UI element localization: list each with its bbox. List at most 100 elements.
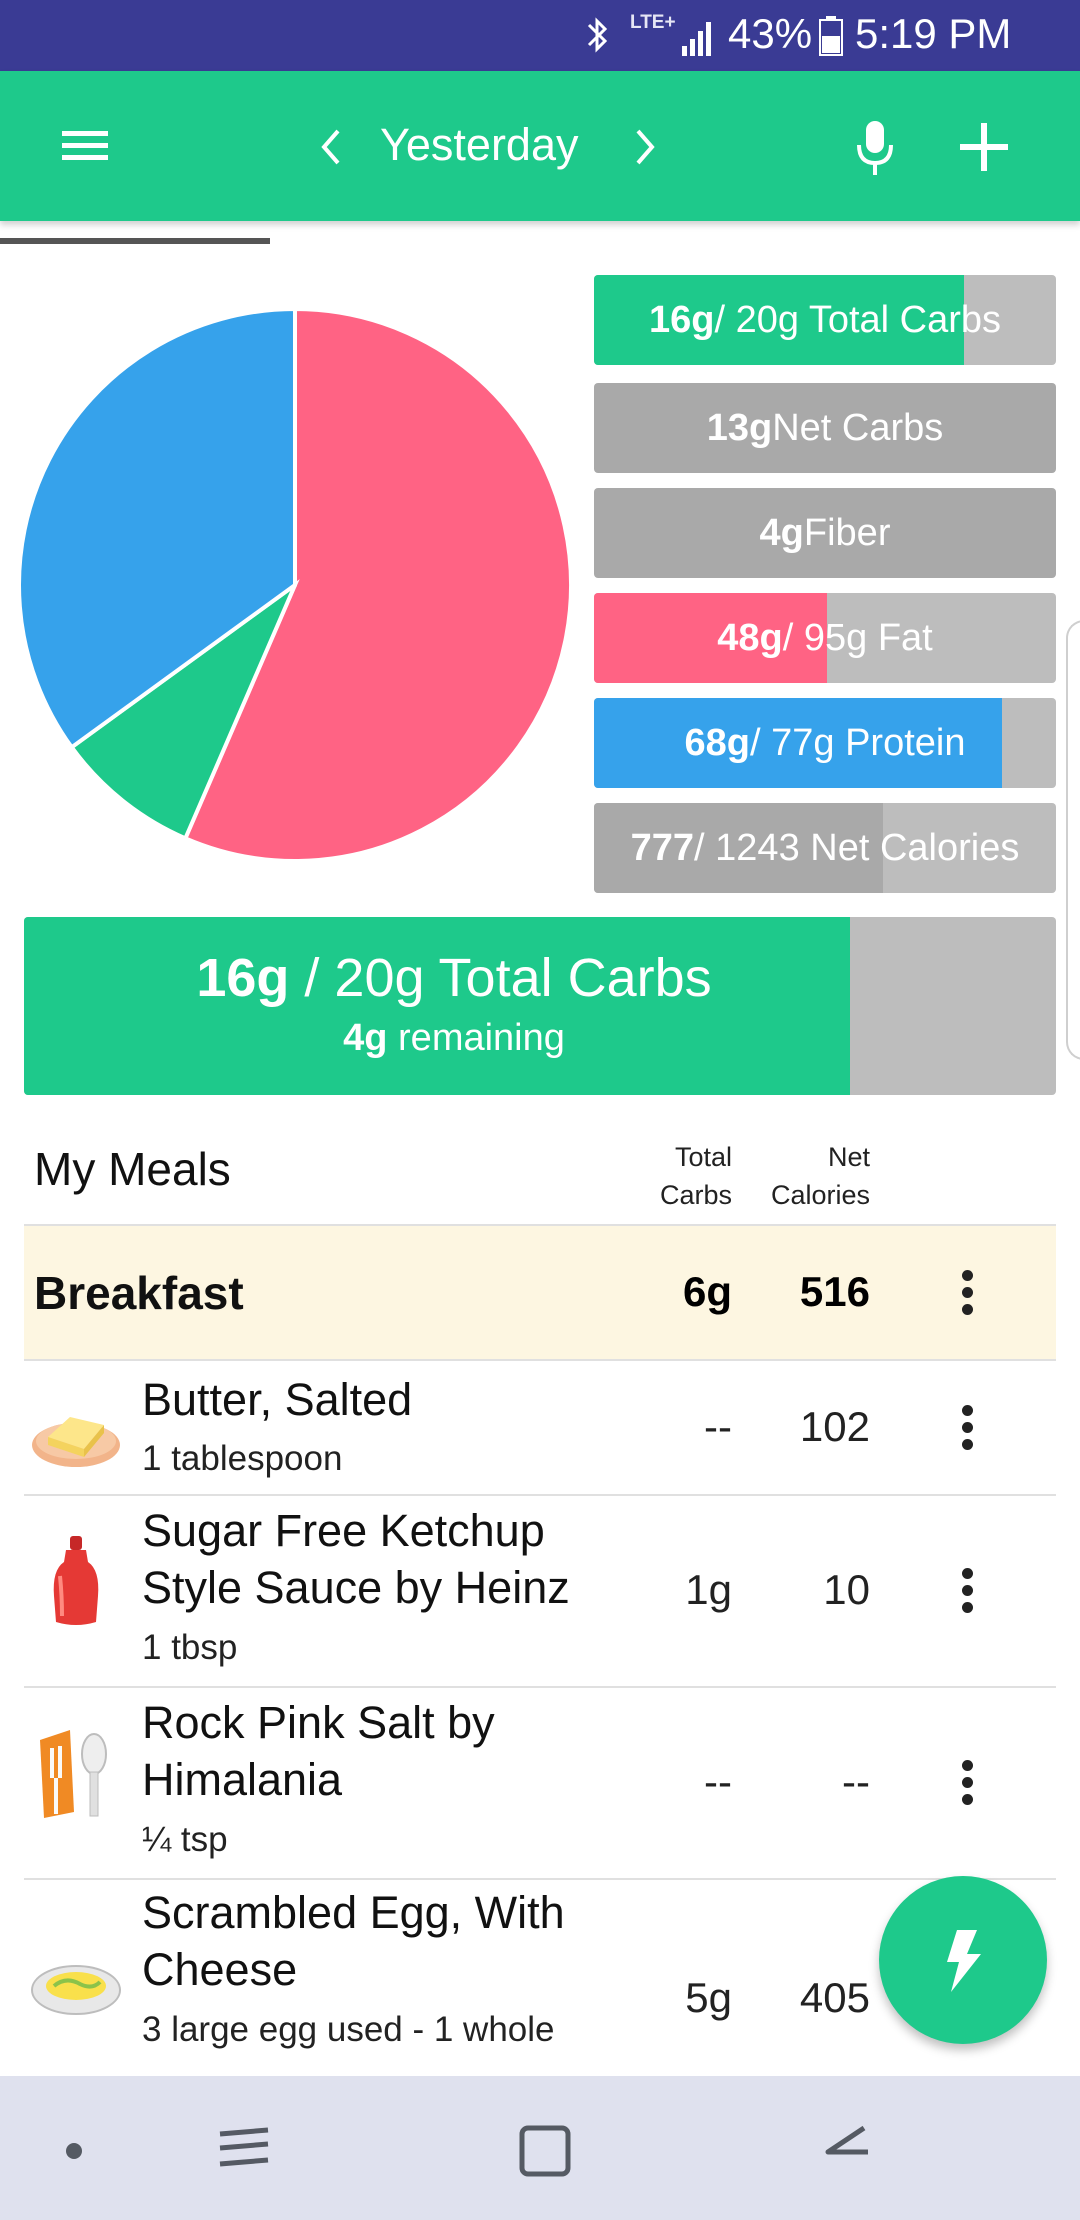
food-calories: 10 xyxy=(823,1566,870,1613)
fat-value: 48g xyxy=(717,616,783,659)
food-serving: 1 tbsp xyxy=(142,1628,238,1667)
lightning-icon xyxy=(947,1930,981,1992)
total-carbs-bar[interactable]: 16g / 20g Total Carbs xyxy=(594,275,1056,365)
column-header-carbs-line2: Carbs xyxy=(659,1180,732,1210)
quick-add-button[interactable] xyxy=(879,1876,1047,2044)
food-carbs: -- xyxy=(704,1758,732,1805)
keyboard-dot-icon[interactable] xyxy=(66,2143,82,2159)
carb-summary-text: / 20g Total Carbs xyxy=(289,948,712,1008)
more-options-icon[interactable] xyxy=(962,1760,974,1806)
food-name-line2: Style Sauce by Heinz xyxy=(142,1562,570,1613)
food-name-line1: Sugar Free Ketchup xyxy=(142,1505,545,1556)
more-options-icon[interactable] xyxy=(962,1270,974,1316)
app-bar: Yesterday xyxy=(0,71,1080,221)
meal-group-breakfast[interactable]: Breakfast 6g 516 xyxy=(24,1226,1056,1359)
net-carbs-bar[interactable]: 13g Net Carbs xyxy=(594,383,1056,473)
system-navigation-bar xyxy=(0,2076,1080,2220)
meals-title: My Meals xyxy=(34,1143,231,1195)
protein-value: 68g xyxy=(684,721,750,764)
food-calories: 405 xyxy=(799,1974,870,2021)
drawer-handle[interactable] xyxy=(1066,620,1080,1060)
signal-icon xyxy=(682,22,711,56)
carb-summary-remaining: 4g remaining xyxy=(24,1017,884,1060)
divider xyxy=(24,1359,1056,1361)
food-name-line2: Himalania xyxy=(142,1754,343,1805)
food-carbs: -- xyxy=(704,1403,732,1450)
macro-pie-chart xyxy=(17,306,573,863)
carb-summary-total: 16g / 20g Total Carbs xyxy=(24,947,884,1009)
fiber-bar[interactable]: 4g Fiber xyxy=(594,488,1056,578)
divider xyxy=(24,1878,1056,1880)
food-calories: 102 xyxy=(799,1403,870,1450)
scrambled-egg-icon xyxy=(31,1965,121,2015)
net-calories-value: 777 xyxy=(630,826,695,869)
meal-group-name: Breakfast xyxy=(34,1267,244,1319)
battery-percent: 43% xyxy=(728,10,813,57)
food-calories: -- xyxy=(842,1758,870,1805)
next-day-icon[interactable] xyxy=(630,125,660,169)
list-item[interactable]: Sugar Free Ketchup Style Sauce by Heinz … xyxy=(24,1496,1056,1686)
food-name-line2: Cheese xyxy=(142,1944,298,1995)
pie-slice-fat xyxy=(182,306,573,863)
fat-text: / 95g Fat xyxy=(782,616,933,659)
pie-slice-protein xyxy=(17,306,297,751)
food-serving: ¼ tsp xyxy=(142,1820,228,1859)
date-label[interactable]: Yesterday xyxy=(380,119,579,170)
fiber-text: Fiber xyxy=(803,511,891,554)
list-item[interactable]: Butter, Salted 1 tablespoon -- 102 xyxy=(24,1361,1056,1494)
cutlery-icon xyxy=(40,1730,107,1818)
add-icon[interactable] xyxy=(958,121,1010,173)
column-header-total-carbs: Total Carbs xyxy=(630,1138,732,1214)
fat-fill xyxy=(594,593,828,683)
fat-label: 48g / 95g Fat xyxy=(594,593,1056,683)
menu-icon[interactable] xyxy=(62,129,108,163)
food-name-line1: Rock Pink Salt by xyxy=(142,1697,495,1748)
food-name: Butter, Salted xyxy=(142,1374,413,1425)
food-name-line1: Scrambled Egg, With xyxy=(142,1887,565,1938)
fat-bar[interactable]: 48g / 95g Fat xyxy=(594,593,1056,683)
total-carbs-fill xyxy=(594,275,964,365)
net-carbs-label: 13g Net Carbs xyxy=(594,383,1056,473)
column-header-carbs-line1: Total xyxy=(674,1142,732,1172)
carb-summary-bar[interactable]: 16g / 20g Total Carbs 4g remaining xyxy=(24,917,1056,1095)
protein-bar[interactable]: 68g / 77g Protein xyxy=(594,698,1056,788)
column-header-net-calories: Net Calories xyxy=(740,1138,870,1214)
meal-group-carbs: 6g xyxy=(682,1268,732,1315)
total-carbs-label: 16g / 20g Total Carbs xyxy=(594,275,1056,365)
protein-text: / 77g Protein xyxy=(750,721,966,764)
battery-icon xyxy=(819,16,843,56)
net-carbs-text: Net Carbs xyxy=(772,406,944,449)
list-item[interactable]: Scrambled Egg, With Cheese 3 large egg u… xyxy=(24,1880,1056,2076)
column-header-cal-line2: Calories xyxy=(770,1180,870,1210)
divider xyxy=(24,1494,1056,1496)
pie-slice-carbs xyxy=(68,579,300,841)
protein-label: 68g / 77g Protein xyxy=(594,698,1056,788)
recent-apps-icon[interactable] xyxy=(214,2118,274,2178)
fiber-value: 4g xyxy=(759,511,804,554)
clock: 5:19 PM xyxy=(855,10,1012,57)
total-carbs-value: 16g xyxy=(648,298,715,341)
more-options-icon[interactable] xyxy=(962,1405,974,1451)
food-serving: 1 tablespoon xyxy=(142,1439,343,1478)
fiber-label: 4g Fiber xyxy=(594,488,1056,578)
list-item[interactable]: Rock Pink Salt by Himalania ¼ tsp -- -- xyxy=(24,1688,1056,1878)
food-carbs: 5g xyxy=(685,1974,732,2021)
back-icon[interactable] xyxy=(820,2120,876,2180)
net-calories-fill xyxy=(594,803,883,893)
carb-summary-fill xyxy=(24,917,850,1095)
protein-fill xyxy=(594,698,1002,788)
home-icon[interactable] xyxy=(516,2120,576,2180)
net-calories-text: / 1243 Net Calories xyxy=(694,826,1020,869)
column-header-cal-line1: Net xyxy=(827,1142,870,1172)
food-carbs: 1g xyxy=(685,1566,732,1613)
more-options-icon[interactable] xyxy=(962,1568,974,1614)
status-bar: LTE+ 43% 5:19 PM xyxy=(0,0,1080,71)
microphone-icon[interactable] xyxy=(853,119,897,177)
net-carbs-value: 13g xyxy=(706,406,773,449)
net-calories-bar[interactable]: 777 / 1243 Net Calories xyxy=(594,803,1056,893)
tab-indicator xyxy=(0,238,270,244)
meal-group-calories: 516 xyxy=(799,1268,870,1315)
previous-day-icon[interactable] xyxy=(316,125,346,169)
ketchup-bottle-icon xyxy=(53,1536,99,1625)
net-calories-label: 777 / 1243 Net Calories xyxy=(594,803,1056,893)
